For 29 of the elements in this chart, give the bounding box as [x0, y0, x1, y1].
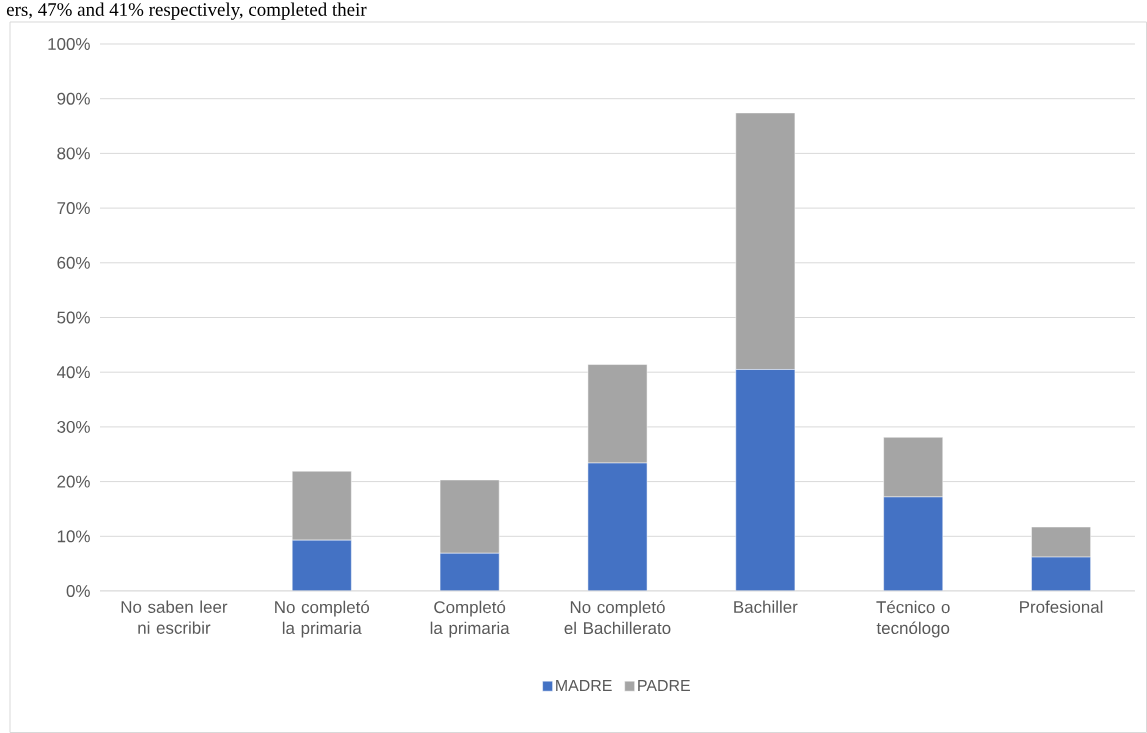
y-tick-label: 20% [57, 475, 90, 488]
bar [1031, 556, 1091, 591]
bar [735, 369, 796, 591]
bar [439, 553, 500, 591]
x-tick-label: Técnico o tecnólogo [876, 600, 950, 638]
y-tick-label: 10% [57, 530, 90, 543]
bar [883, 437, 944, 498]
bar [587, 462, 648, 591]
y-tick-label: 80% [57, 147, 90, 160]
y-tick-label: 70% [57, 202, 90, 215]
bar [883, 496, 944, 591]
y-tick-label: 60% [57, 256, 90, 269]
x-tick-label: No completó la primaria [275, 600, 370, 638]
x-tick-label: Profesional [1020, 600, 1103, 613]
x-tick-label: Bachiller [734, 600, 798, 613]
legend-label: MADRE [556, 679, 612, 691]
bar [439, 479, 500, 554]
bar [291, 539, 352, 591]
y-tick-label: 30% [57, 420, 90, 433]
x-tick-label: No completó el Bachillerato [564, 600, 671, 635]
y-tick-label: 0% [66, 585, 90, 597]
x-tick-label: No saben leer ni escribir [121, 600, 228, 634]
y-tick-label: 90% [57, 92, 90, 105]
y-tick-label: 50% [57, 311, 90, 324]
legend-label: PADRE [638, 679, 690, 691]
x-tick-label: Completó la primaria [430, 600, 510, 638]
y-tick-label: 40% [56, 366, 90, 379]
text: ers, 47% and 41% respectively, completed their [6, 2, 367, 20]
y-tick-label: 100% [48, 37, 90, 50]
